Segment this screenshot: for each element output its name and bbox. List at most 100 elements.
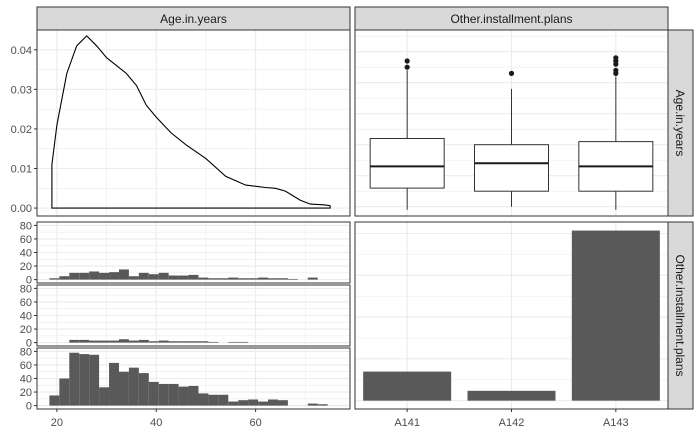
histogram-bar <box>69 339 80 343</box>
histogram-x-tick-label: 60 <box>249 417 261 429</box>
histogram-bar <box>128 276 139 280</box>
density-y-tick-label: 0.01 <box>11 164 32 176</box>
histogram-bar <box>238 278 249 280</box>
histogram-y-tick-label: 0 <box>26 401 32 413</box>
histogram-bar <box>128 367 139 406</box>
box-outlier-point <box>404 58 410 64</box>
histogram-bar <box>89 340 100 343</box>
histogram-bar <box>208 341 219 343</box>
histogram-bar <box>248 399 259 406</box>
histogram-y-tick-label: 0 <box>26 338 32 350</box>
histogram-bar <box>277 278 288 280</box>
density-y-tick-label: 0.02 <box>11 124 32 136</box>
histogram-bar <box>198 277 209 280</box>
density-y-tick-label: 0.04 <box>11 45 32 57</box>
histogram-y-tick-label: 40 <box>20 248 32 260</box>
histogram-bar <box>178 341 189 343</box>
count-bar-a143 <box>571 230 660 401</box>
histogram-bar <box>59 276 70 280</box>
histogram-bar <box>109 272 119 280</box>
count-bar-panel <box>354 221 669 410</box>
col-strip-right-label: Other.installment.plans <box>450 12 572 26</box>
row-strip-bottom: Other.installment.plans <box>667 221 694 410</box>
histogram-bar <box>118 269 129 280</box>
histogram-bar <box>208 278 219 280</box>
histogram-y-tick-label: 20 <box>20 324 32 336</box>
histogram-bar <box>148 274 159 280</box>
histogram-bar <box>277 400 288 406</box>
density-y-tick-label: 0.00 <box>11 203 32 215</box>
row-strip-top-label: Age.in.years <box>673 90 687 157</box>
histogram-bar <box>59 378 70 406</box>
density-panel-bg <box>37 30 350 216</box>
col-strip-right: Other.installment.plans <box>354 6 669 31</box>
histogram-bar <box>188 341 199 343</box>
histogram-bar <box>138 339 149 343</box>
histogram-bar <box>168 341 179 343</box>
histogram-bar <box>218 394 229 406</box>
histogram-y-tick-label: 0 <box>26 275 32 287</box>
boxplot-panel <box>354 29 669 217</box>
histogram-bar <box>148 381 159 406</box>
histogram-bar <box>89 271 100 280</box>
count-bar-a141 <box>363 371 452 401</box>
histogram-bar <box>158 383 169 406</box>
histogram-bar <box>218 278 229 280</box>
density-panel <box>36 29 351 217</box>
density-y-tick-label: 0.03 <box>11 84 32 96</box>
histogram-bar <box>69 272 80 280</box>
histogram-y-tick-label: 80 <box>20 220 32 232</box>
histogram-bar <box>188 385 199 406</box>
box-outlier-point <box>404 64 410 70</box>
histogram-bar <box>268 278 278 280</box>
histogram-bar <box>168 275 179 280</box>
histogram-y-tick-label: 60 <box>20 297 32 309</box>
histogram-bar <box>228 277 239 280</box>
count-x-tick-label: A141 <box>394 417 420 429</box>
histogram-bar <box>258 277 269 280</box>
histogram-x-tick-label: 20 <box>51 417 63 429</box>
histogram-y-tick-label: 40 <box>20 311 32 323</box>
histogram-bar <box>99 340 110 343</box>
histogram-bar <box>198 341 209 343</box>
histogram-bar <box>148 341 159 343</box>
histogram-bar <box>128 340 139 343</box>
histogram-bar <box>79 339 90 343</box>
histogram-bar <box>188 274 199 280</box>
histogram-bar <box>99 272 110 280</box>
histogram-bar <box>258 401 269 406</box>
histogram-bar <box>307 277 318 280</box>
histogram-bar <box>238 400 249 406</box>
histogram-y-tick-label: 20 <box>20 387 32 399</box>
count-x-tick-label: A143 <box>603 417 629 429</box>
histogram-bar <box>178 275 189 280</box>
box-outlier-point <box>613 55 619 61</box>
histogram-bar <box>228 401 239 406</box>
histogram-bar <box>268 399 278 406</box>
histogram-bar <box>178 386 189 406</box>
histogram-panels <box>36 221 351 410</box>
box-iqr <box>369 138 445 189</box>
histogram-y-tick-label: 80 <box>20 346 32 358</box>
density-curve <box>51 35 331 209</box>
histogram-y-tick-label: 80 <box>20 283 32 295</box>
histogram-bar <box>118 339 129 343</box>
count-x-tick-label: A142 <box>499 417 525 429</box>
row-strip-top: Age.in.years <box>667 29 694 217</box>
histogram-bar <box>228 341 239 343</box>
row-strip-bottom-label: Other.installment.plans <box>673 254 687 376</box>
col-strip-left: Age.in.years <box>36 6 351 31</box>
density-panel-border <box>36 29 351 217</box>
histogram-bar <box>168 383 179 406</box>
histogram-bar <box>208 394 219 406</box>
histogram-y-tick-label: 60 <box>20 360 32 372</box>
boxplot-panel-border <box>354 29 669 217</box>
histogram-bar <box>238 341 249 343</box>
histogram-bar <box>79 272 90 280</box>
histogram-x-tick-label: 40 <box>150 417 162 429</box>
histogram-bar <box>109 362 119 406</box>
col-strip-left-label: Age.in.years <box>160 12 227 26</box>
histogram-y-tick-label: 60 <box>20 234 32 246</box>
box-outlier-point <box>508 70 515 76</box>
histogram-bar <box>307 403 318 406</box>
